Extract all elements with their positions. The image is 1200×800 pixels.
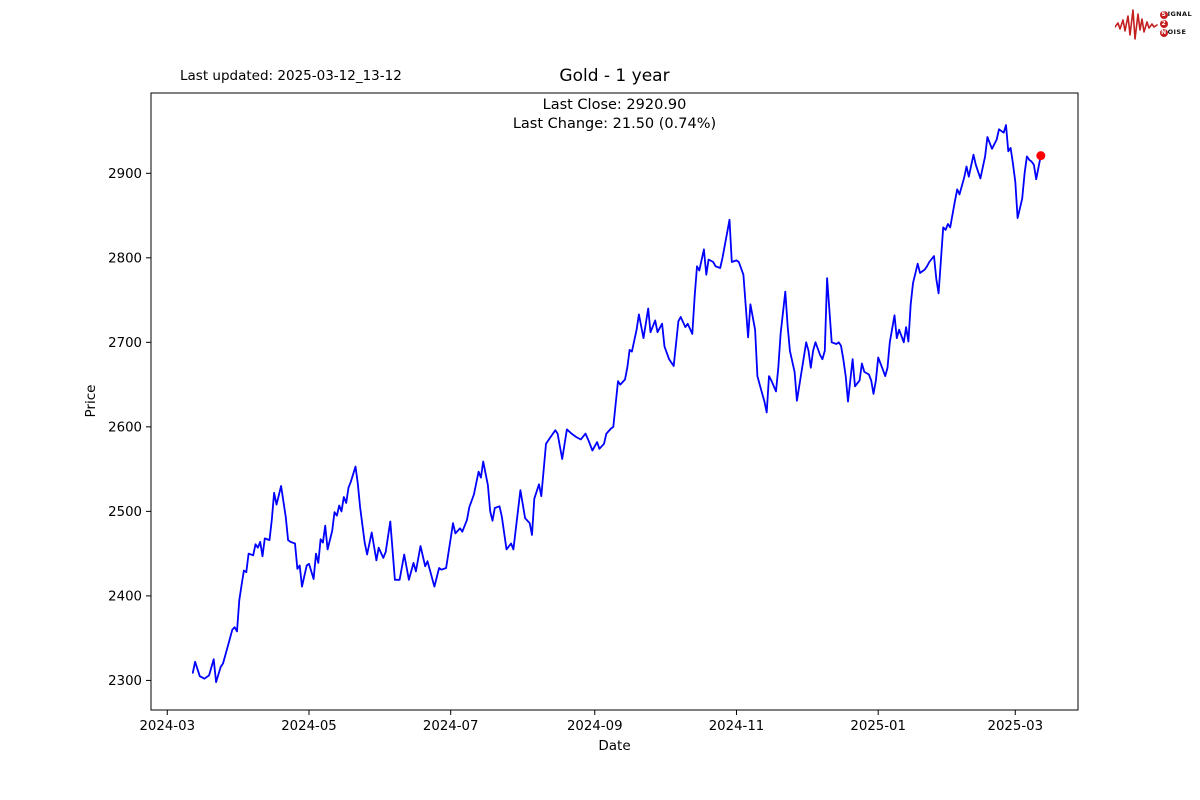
y-tick-label: 2900 [108,167,142,182]
y-tick-label: 2700 [108,336,142,351]
price-line [191,124,1042,683]
logo-word-noise: N OISE [1159,28,1187,37]
x-tick-label: 2025-03 [987,719,1043,734]
x-tick-label: 2024-09 [567,719,623,734]
x-tick-label: 2024-03 [139,719,195,734]
last-updated-text: Last updated: 2025-03-12_13-12 [180,68,402,84]
logo-2-badge: 2 [1159,19,1168,28]
logo-word-2: 2 [1159,19,1192,28]
x-tick-label: 2024-05 [281,719,337,734]
axes-frame [150,92,1079,711]
x-tick-label: 2025-01 [850,719,906,734]
heartbeat-waveform-icon [1114,9,1158,40]
y-tick-label: 2500 [108,505,142,520]
last-price-marker [1036,151,1046,161]
logo-n-badge: N [1159,28,1168,37]
x-axis-label: Date [598,738,631,754]
logo-s-badge: S [1159,10,1168,19]
logo-word-signal: S IGNAL [1159,10,1192,19]
signal2noise-logo: S IGNAL 2 N OISE [1114,6,1192,42]
last-close-line: Last Close: 2920.90 [542,97,687,113]
y-tick-label: 2300 [108,674,142,689]
y-tick-label: 2800 [108,251,142,266]
x-tick-label: 2024-07 [423,719,479,734]
y-tick-label: 2600 [108,420,142,435]
logo-text: S IGNAL 2 N OISE [1159,10,1192,37]
x-tick-label: 2024-11 [709,719,765,734]
y-tick-label: 2400 [108,589,142,604]
last-close-annotation: Last Close: 2920.90 Last Change: 21.50 (… [151,96,1078,134]
last-change-line: Last Change: 21.50 (0.74%) [512,116,717,132]
chart-title: Gold - 1 year [559,66,670,86]
